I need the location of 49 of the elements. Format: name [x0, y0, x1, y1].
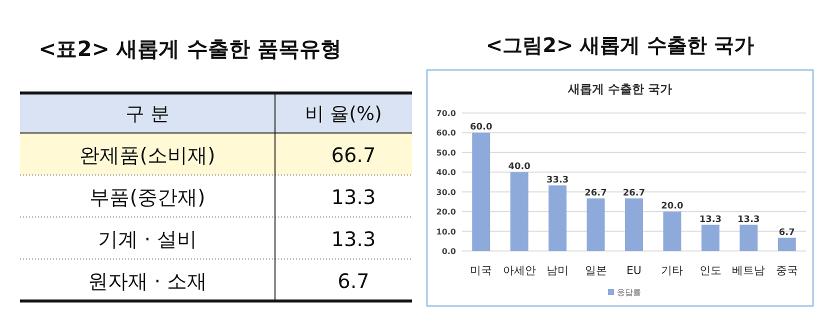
data-label: 13.3 [331, 227, 376, 251]
data-label: 66.7 [331, 143, 376, 167]
x-tick-label: EU [626, 264, 642, 277]
data-label: 26.7 [584, 188, 607, 198]
x-tick-label: 베트남 [732, 264, 766, 277]
y-tick-label: 30.0 [436, 188, 456, 197]
x-tick-label: 기타 [661, 264, 684, 277]
data-label: 13.3 [738, 214, 760, 225]
bar [701, 224, 720, 251]
category-label: 기계 · 설비 [98, 227, 198, 251]
bar [740, 224, 758, 251]
x-tick-label: 남미 [546, 264, 569, 277]
data-label: 13.3 [331, 185, 376, 209]
bar [548, 185, 567, 251]
category-label: 원자재 · 소재 [88, 269, 208, 293]
chart-subtitle: 새롭게 수출한 국가 [566, 82, 672, 96]
text: 구 분 [125, 103, 170, 125]
text: 비 율(%) [305, 103, 382, 125]
data-label: 13.3 [699, 214, 722, 225]
chart-title: <그림2> 새롭게 수출한 국가 [486, 33, 754, 57]
y-tick-label: 50.0 [436, 148, 456, 158]
x-tick-label: 아세안 [502, 264, 536, 277]
y-tick-label: 40.0 [436, 168, 456, 178]
data-label: 6.7 [338, 269, 370, 293]
x-tick-label: 중국 [776, 264, 798, 277]
category-label: 부품(중간재) [90, 185, 206, 209]
bar [625, 198, 643, 251]
bar [663, 212, 682, 251]
data-label: 20.0 [661, 202, 684, 212]
y-tick-label: 70.0 [436, 109, 456, 118]
data-label: 40.0 [508, 162, 530, 172]
category-label: 완제품(소비재) [80, 143, 216, 167]
legend-label: 응답률 [617, 288, 641, 297]
y-tick-label: 0.0 [442, 247, 456, 256]
data-label: 60.0 [470, 122, 492, 133]
bar [586, 198, 605, 251]
bar [778, 238, 796, 251]
bar [472, 132, 490, 251]
x-tick-label: 인도 [699, 264, 722, 277]
data-label: 6.7 [778, 228, 795, 238]
data-label: 26.7 [622, 188, 646, 198]
bar [510, 172, 528, 251]
y-tick-label: 10.0 [436, 227, 456, 236]
data-label: 33.3 [546, 175, 569, 186]
y-tick-label: 60.0 [436, 128, 456, 138]
text: <표2> 새롭게 수출한 품목유형 [38, 37, 342, 61]
x-tick-label: 미국 [470, 264, 492, 277]
x-tick-label: 일본 [584, 264, 607, 277]
y-tick-label: 20.0 [436, 208, 456, 217]
